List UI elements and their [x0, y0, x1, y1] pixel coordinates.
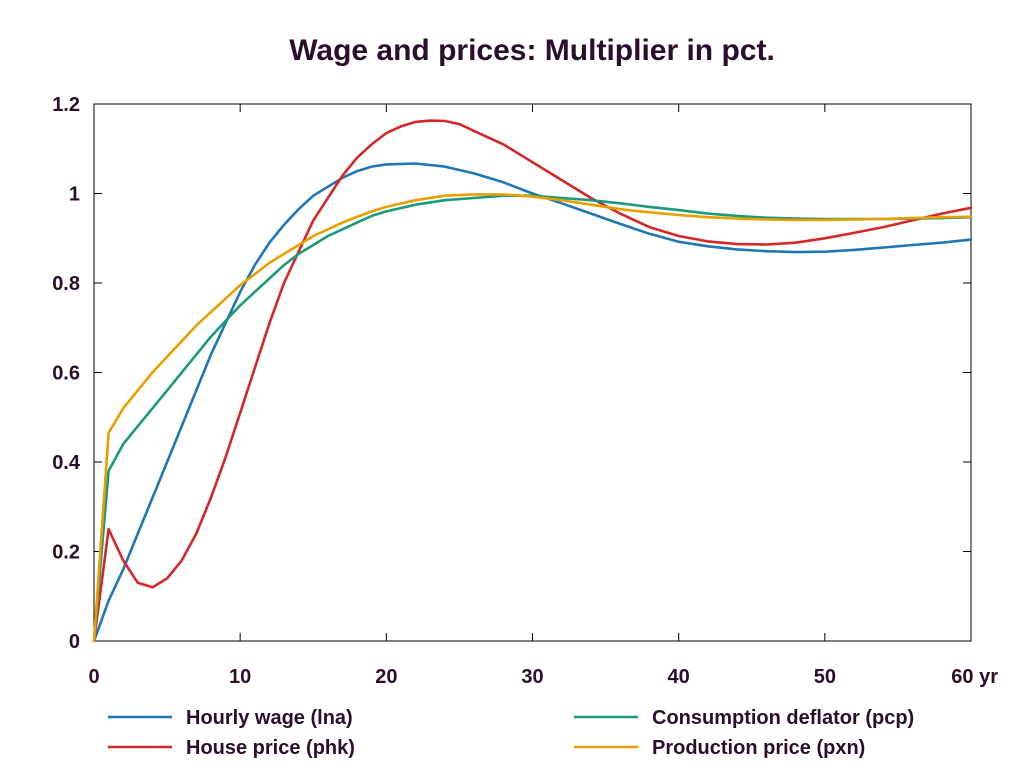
y-tick-label: 0.6 [52, 363, 80, 385]
x-tick-label: 30 [521, 666, 543, 688]
x-tick-label: 60 yr [951, 666, 998, 688]
y-tick-label: 1 [69, 184, 80, 206]
y-tick-label: 0.2 [52, 542, 80, 564]
x-tick-label: 20 [375, 666, 397, 688]
series-line-3 [92, 194, 973, 643]
legend: Hourly wage (lna) House price (phk) Consum… [108, 707, 914, 759]
legend-label: House price (phk) [186, 737, 355, 759]
series-line-1 [92, 162, 973, 643]
legend-label: Production price (pxn) [652, 737, 865, 759]
x-tick-label: 10 [229, 666, 251, 688]
legend-label: Hourly wage (lna) [186, 707, 353, 729]
y-tick-label: 0 [69, 631, 80, 653]
x-tick-label: 50 [814, 666, 836, 688]
y-tick-label: 0.8 [52, 273, 80, 295]
series-line-2 [92, 119, 973, 643]
series-line-4 [92, 193, 973, 643]
axes: 0 10 20 30 40 50 60 yr 0 0.2 0.4 0.6 0.8 1 1.2 [52, 94, 998, 688]
chart-title: Wage and prices: Multiplier in pct. [289, 34, 775, 67]
x-tick-label: 0 [88, 666, 99, 688]
x-tick-label: 40 [668, 666, 690, 688]
series-layer [92, 119, 973, 643]
y-tick-label: 0.4 [52, 452, 81, 474]
plot-frame [93, 103, 972, 642]
y-tick-label: 1.2 [52, 94, 80, 116]
legend-label: Consumption deflator (pcp) [652, 707, 914, 729]
